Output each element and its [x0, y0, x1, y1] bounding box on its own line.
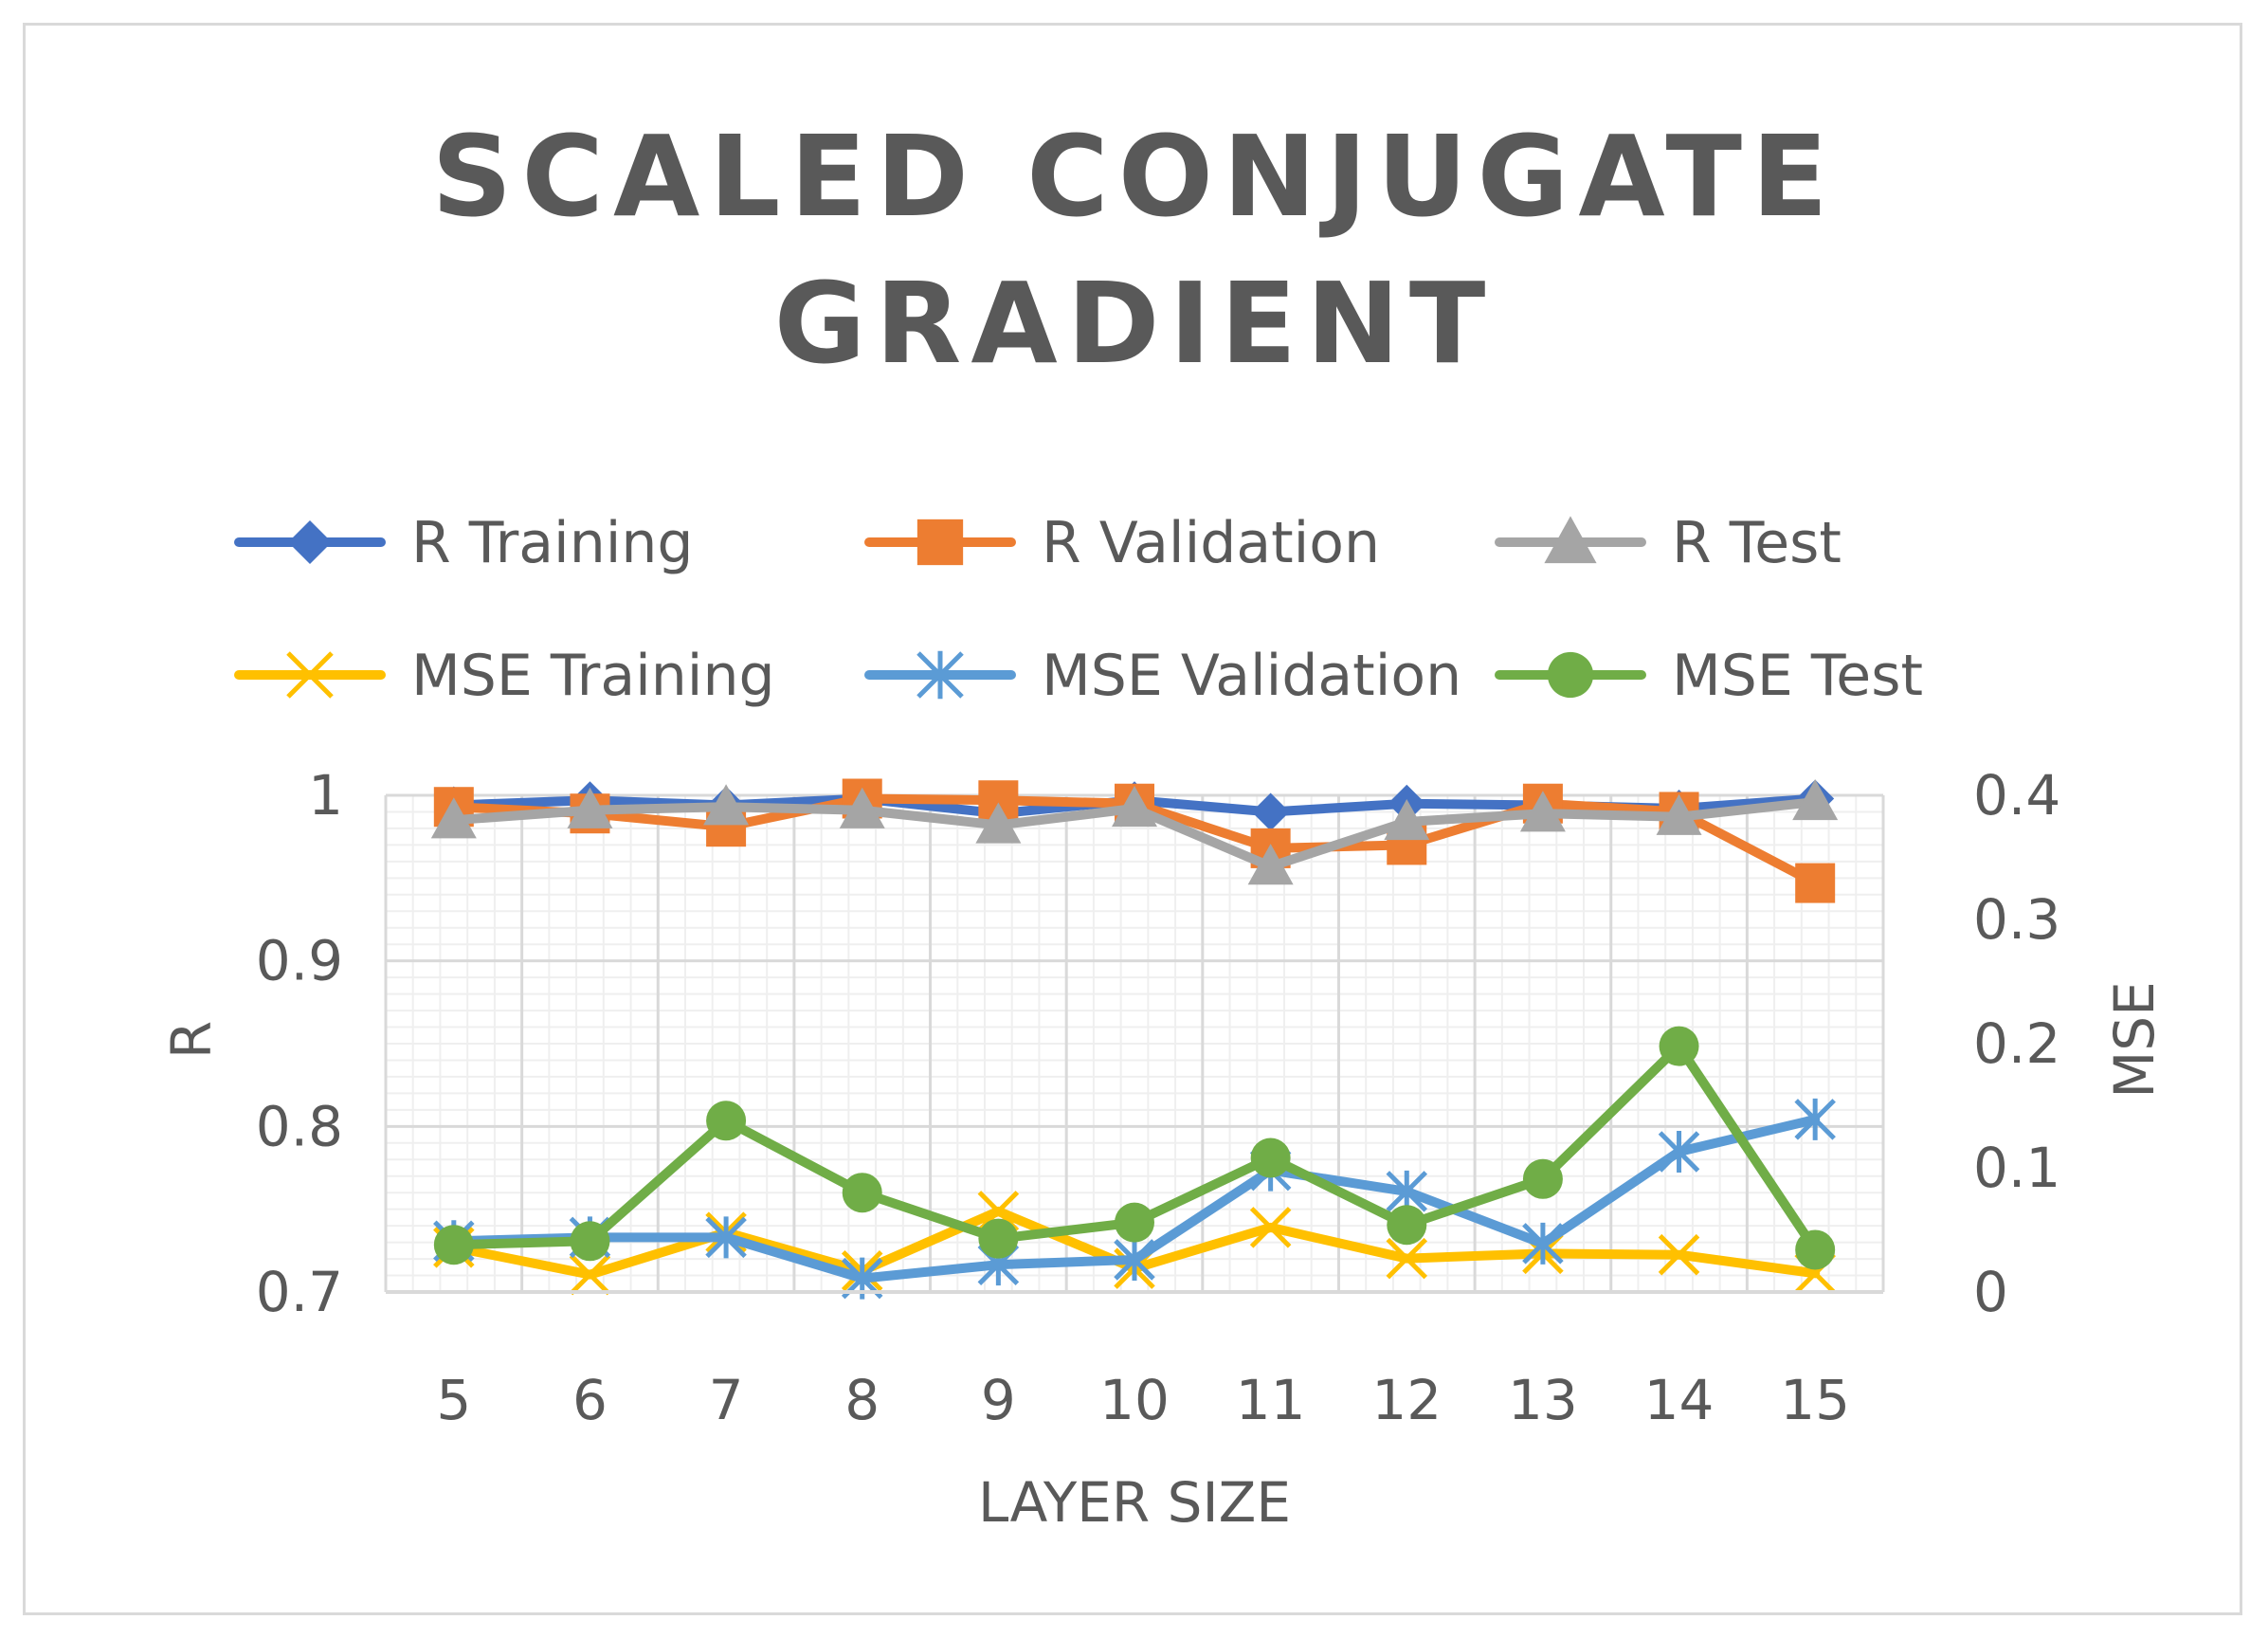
point-mse-test: [1387, 1205, 1427, 1246]
point-mse-test: [1522, 1158, 1563, 1199]
x-tick-label: 11: [1236, 1368, 1306, 1432]
chart-title-line-2: GRADIENT: [774, 258, 1496, 389]
point-mse-validation: [1658, 1130, 1700, 1173]
legend-marker: [1547, 651, 1594, 699]
point-r-test: [839, 787, 885, 828]
legend-item-r-training: R Training: [234, 510, 694, 576]
point-mse-test: [1115, 1202, 1154, 1243]
point-mse-validation: [1794, 1098, 1836, 1140]
x-tick-label: 6: [572, 1368, 608, 1432]
point-mse-test: [706, 1101, 747, 1141]
x-axis-title: LAYER SIZE: [978, 1470, 1291, 1535]
point-r-test: [1656, 793, 1702, 835]
y-right-tick-label: 0.4: [1973, 763, 2060, 828]
plot-area: [430, 778, 1839, 1300]
x-tick-label: 12: [1371, 1368, 1442, 1432]
point-mse-test: [842, 1173, 882, 1213]
y-right-tick-label: 0.2: [1973, 1011, 2060, 1076]
legend-label: MSE Training: [411, 643, 775, 709]
point-mse-test: [433, 1225, 474, 1265]
chart-svg: SCALED CONJUGATE GRADIENT R Training R Va…: [159, 111, 2167, 1535]
legend-marker: [916, 650, 964, 700]
legend-marker: [916, 519, 964, 566]
point-r-test: [1247, 844, 1294, 885]
y-right-tick-label: 0.1: [1973, 1136, 2060, 1200]
x-tick-label: 5: [436, 1368, 471, 1432]
point-mse-test: [1659, 1026, 1699, 1066]
y-right-tick-label: 0: [1973, 1260, 2008, 1324]
legend-label: R Training: [411, 510, 694, 576]
point-r-test: [703, 784, 750, 826]
legend-label: R Validation: [1042, 510, 1380, 576]
point-r-test: [1112, 785, 1157, 828]
legend-marker: [288, 520, 332, 564]
y-left-tick-label: 0.9: [256, 929, 343, 993]
point-r-test: [430, 797, 477, 839]
legend-item-mse-training: MSE Training: [234, 643, 775, 709]
series-r-test: [430, 778, 1839, 885]
legend-item-mse-test: MSE Test: [1495, 643, 1923, 709]
legend-marker: [286, 651, 334, 699]
y-left-tick-label: 1: [308, 763, 343, 828]
x-tick-label: 13: [1508, 1368, 1578, 1432]
x-tick-label: 8: [844, 1368, 880, 1432]
point-mse-training: [569, 1253, 611, 1296]
legend-label: MSE Validation: [1042, 643, 1461, 709]
y-left-tick-label: 0.8: [256, 1094, 343, 1158]
chart-frame: SCALED CONJUGATE GRADIENT R Training R Va…: [23, 23, 2242, 1615]
point-mse-test: [1795, 1229, 1836, 1270]
point-mse-training: [1386, 1237, 1428, 1280]
point-r-test: [1384, 798, 1430, 841]
legend-item-mse-validation: MSE Validation: [864, 643, 1461, 709]
legend-label: MSE Test: [1672, 643, 1923, 709]
legend-item-r-validation: R Validation: [864, 510, 1380, 576]
point-mse-validation: [1114, 1238, 1155, 1281]
point-mse-test: [570, 1221, 610, 1262]
point-r-validation: [1795, 863, 1836, 903]
legend-label: R Test: [1672, 510, 1842, 576]
series-mse-test: [433, 1026, 1836, 1270]
point-r-test: [975, 802, 1022, 844]
x-tick-label: 14: [1644, 1368, 1715, 1432]
x-tick-label: 15: [1780, 1368, 1850, 1432]
point-mse-test: [978, 1218, 1019, 1259]
y-right-tick-label: 0.3: [1973, 887, 2060, 952]
chart-title-line-1: SCALED CONJUGATE: [431, 111, 1837, 242]
point-mse-training: [1249, 1207, 1292, 1248]
x-tick-label: 9: [981, 1368, 1016, 1432]
x-tick-label: 10: [1099, 1368, 1170, 1432]
point-mse-test: [1250, 1138, 1291, 1178]
point-mse-training: [1658, 1233, 1700, 1276]
legend: R Training R Validation R Test MSE Training…: [234, 510, 1923, 709]
y-axis-title-right: MSE: [2102, 981, 2167, 1099]
legend-marker: [1544, 516, 1597, 564]
point-r-test: [567, 787, 613, 828]
point-mse-validation: [705, 1216, 747, 1259]
point-mse-validation: [1522, 1222, 1564, 1265]
y-left-tick-label: 0.7: [256, 1260, 343, 1324]
x-tick-label: 7: [709, 1368, 744, 1432]
y-axis-title-left: R: [159, 1021, 224, 1059]
point-r-test: [1519, 791, 1566, 832]
point-r-test: [1792, 778, 1839, 821]
legend-item-r-test: R Test: [1495, 510, 1842, 576]
point-r-training: [1251, 792, 1290, 831]
